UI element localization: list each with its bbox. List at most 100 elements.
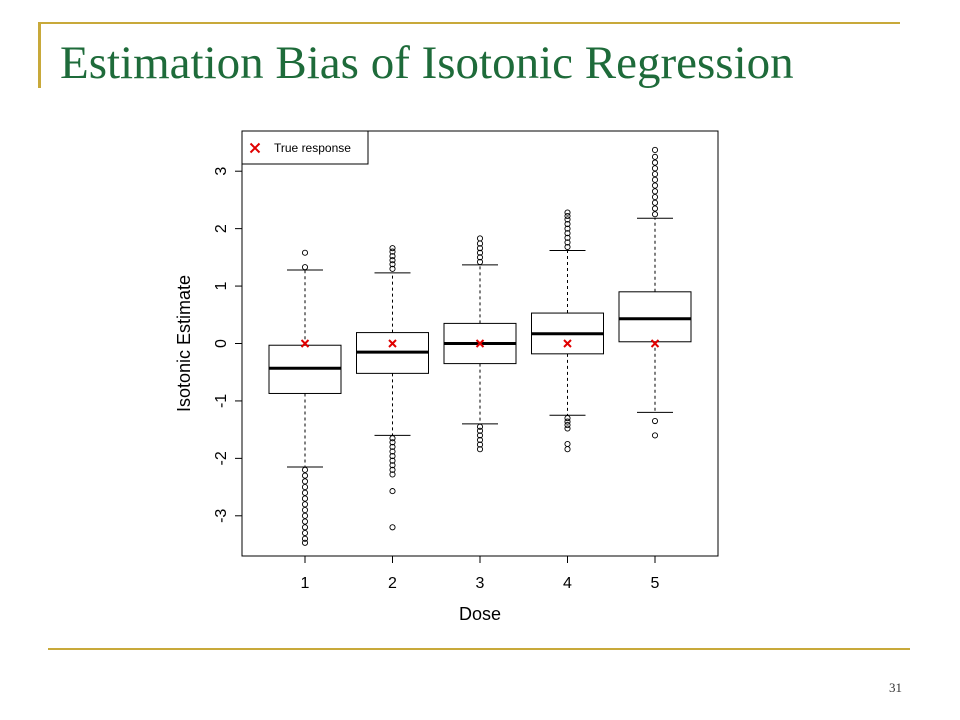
- outlier-point: [389, 448, 396, 455]
- outlier-point: [389, 453, 396, 460]
- outlier-point: [389, 462, 396, 469]
- x-tick-label: 4: [563, 575, 572, 592]
- outlier-point: [301, 264, 309, 271]
- outlier-point: [301, 466, 309, 473]
- outlier-point: [476, 446, 484, 453]
- outlier-point: [301, 535, 309, 542]
- y-tick-label: 0: [213, 339, 230, 348]
- outlier-point: [651, 153, 659, 160]
- outlier-point: [389, 457, 396, 464]
- slide-title: Estimation Bias of Isotonic Regression: [60, 37, 794, 89]
- outlier-point: [564, 425, 571, 432]
- outlier-point: [564, 239, 571, 246]
- outlier-point: [476, 423, 484, 430]
- outlier-point: [301, 484, 309, 491]
- outlier-point: [389, 265, 396, 272]
- outlier-point: [301, 529, 309, 537]
- outlier-point: [564, 440, 571, 448]
- outlier-point: [476, 235, 484, 242]
- legend-box: [241, 130, 369, 165]
- outlier-point: [301, 524, 309, 531]
- outlier-point: [564, 422, 571, 429]
- outlier-point: [389, 261, 396, 268]
- outlier-point: [476, 436, 484, 444]
- outlier-point: [389, 245, 396, 252]
- outlier-point: [389, 466, 396, 473]
- x-tick-label: 2: [388, 575, 397, 592]
- outlier-point: [301, 489, 309, 496]
- y-tick-label: 1: [213, 282, 230, 291]
- x-tick-label: 1: [301, 575, 310, 592]
- outlier-point: [651, 205, 659, 212]
- outlier-point: [301, 478, 309, 485]
- true-response-marker: [650, 339, 660, 348]
- y-axis-title: Isotonic Estimate: [174, 275, 194, 412]
- legend-marker: [249, 142, 261, 154]
- outlier-point: [651, 182, 659, 189]
- outlier-point: [389, 524, 396, 531]
- outlier-point: [651, 432, 659, 439]
- outlier-point: [651, 193, 659, 201]
- outlier-point: [389, 248, 396, 255]
- outlier-point: [564, 212, 571, 220]
- outlier-point: [564, 230, 571, 237]
- page-number: 31: [889, 680, 902, 695]
- outlier-point: [389, 435, 396, 442]
- outlier-point: [476, 441, 484, 448]
- y-tick-label: 3: [213, 167, 230, 176]
- outlier-point: [651, 176, 659, 183]
- outlier-point: [389, 471, 396, 478]
- title-accent-bar-horizontal: [38, 22, 900, 24]
- outlier-point: [564, 209, 571, 216]
- outlier-point: [301, 539, 309, 546]
- outlier-point: [564, 418, 571, 425]
- outlier-point: [564, 220, 571, 228]
- outlier-point: [651, 171, 659, 178]
- outlier-point: [651, 159, 659, 166]
- outlier-point: [301, 249, 309, 256]
- y-tick-label: 2: [213, 224, 230, 233]
- outlier-point: [389, 253, 396, 260]
- outlier-point: [476, 258, 484, 265]
- outlier-point: [564, 446, 571, 453]
- y-tick-label: -2: [213, 451, 230, 465]
- outlier-point: [389, 257, 396, 264]
- true-response-marker: [563, 339, 572, 348]
- true-response-marker: [388, 339, 397, 348]
- outlier-point: [564, 243, 571, 251]
- outlier-point: [476, 432, 484, 439]
- outlier-point: [651, 199, 659, 206]
- outlier-point: [301, 472, 309, 479]
- x-tick-label: 3: [476, 575, 485, 592]
- footer-divider: [48, 648, 910, 650]
- true-response-marker: [300, 339, 310, 348]
- y-tick-label: -3: [213, 509, 230, 523]
- outlier-point: [651, 211, 659, 218]
- outlier-point: [301, 512, 309, 519]
- outlier-point: [301, 518, 309, 525]
- outlier-point: [476, 254, 484, 261]
- outlier-point: [476, 245, 484, 252]
- outlier-point: [476, 249, 484, 256]
- title-accent-bar-vertical: [38, 22, 41, 88]
- outlier-point: [301, 507, 309, 514]
- y-tick-label: -1: [213, 394, 230, 408]
- outlier-point: [389, 488, 396, 495]
- box-iqr: [618, 291, 692, 343]
- outlier-point: [564, 225, 571, 232]
- outlier-point: [564, 234, 571, 241]
- true-response-marker: [475, 339, 485, 348]
- outlier-point: [389, 439, 396, 446]
- outlier-point: [651, 417, 659, 425]
- x-axis-title: Dose: [459, 604, 501, 624]
- x-tick-label: 5: [651, 575, 660, 592]
- outlier-point: [389, 443, 396, 450]
- outlier-point: [476, 427, 484, 434]
- outlier-point: [651, 188, 659, 195]
- outlier-point: [301, 495, 309, 502]
- outlier-point: [564, 415, 571, 422]
- outlier-point: [564, 216, 571, 223]
- outlier-point: [651, 165, 659, 172]
- legend-label: True response: [274, 141, 351, 155]
